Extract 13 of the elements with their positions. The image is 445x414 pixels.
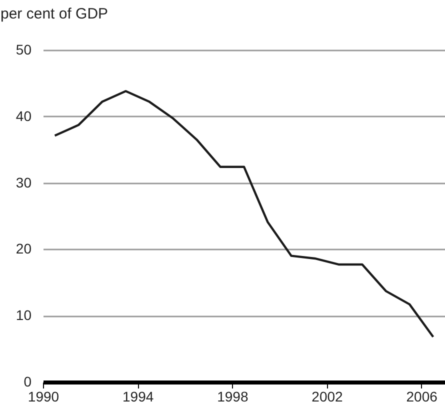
y-tick-label: 20	[16, 240, 32, 257]
y-tick-label: 40	[16, 108, 32, 124]
x-tick-label: 1994	[122, 388, 154, 404]
y-tick-label: 50	[16, 42, 32, 58]
y-tick-label: 10	[16, 307, 32, 324]
x-tick-label: 2002	[312, 388, 344, 404]
x-tick-label: 1990	[28, 388, 60, 404]
y-tick-label: 0	[24, 374, 32, 390]
x-tick-label: 2006	[406, 388, 438, 404]
line-series	[54, 90, 434, 338]
y-tick-label: 30	[16, 174, 32, 190]
y-axis-title: per cent of GDP	[0, 6, 108, 22]
x-tick-label: 1998	[217, 388, 248, 404]
